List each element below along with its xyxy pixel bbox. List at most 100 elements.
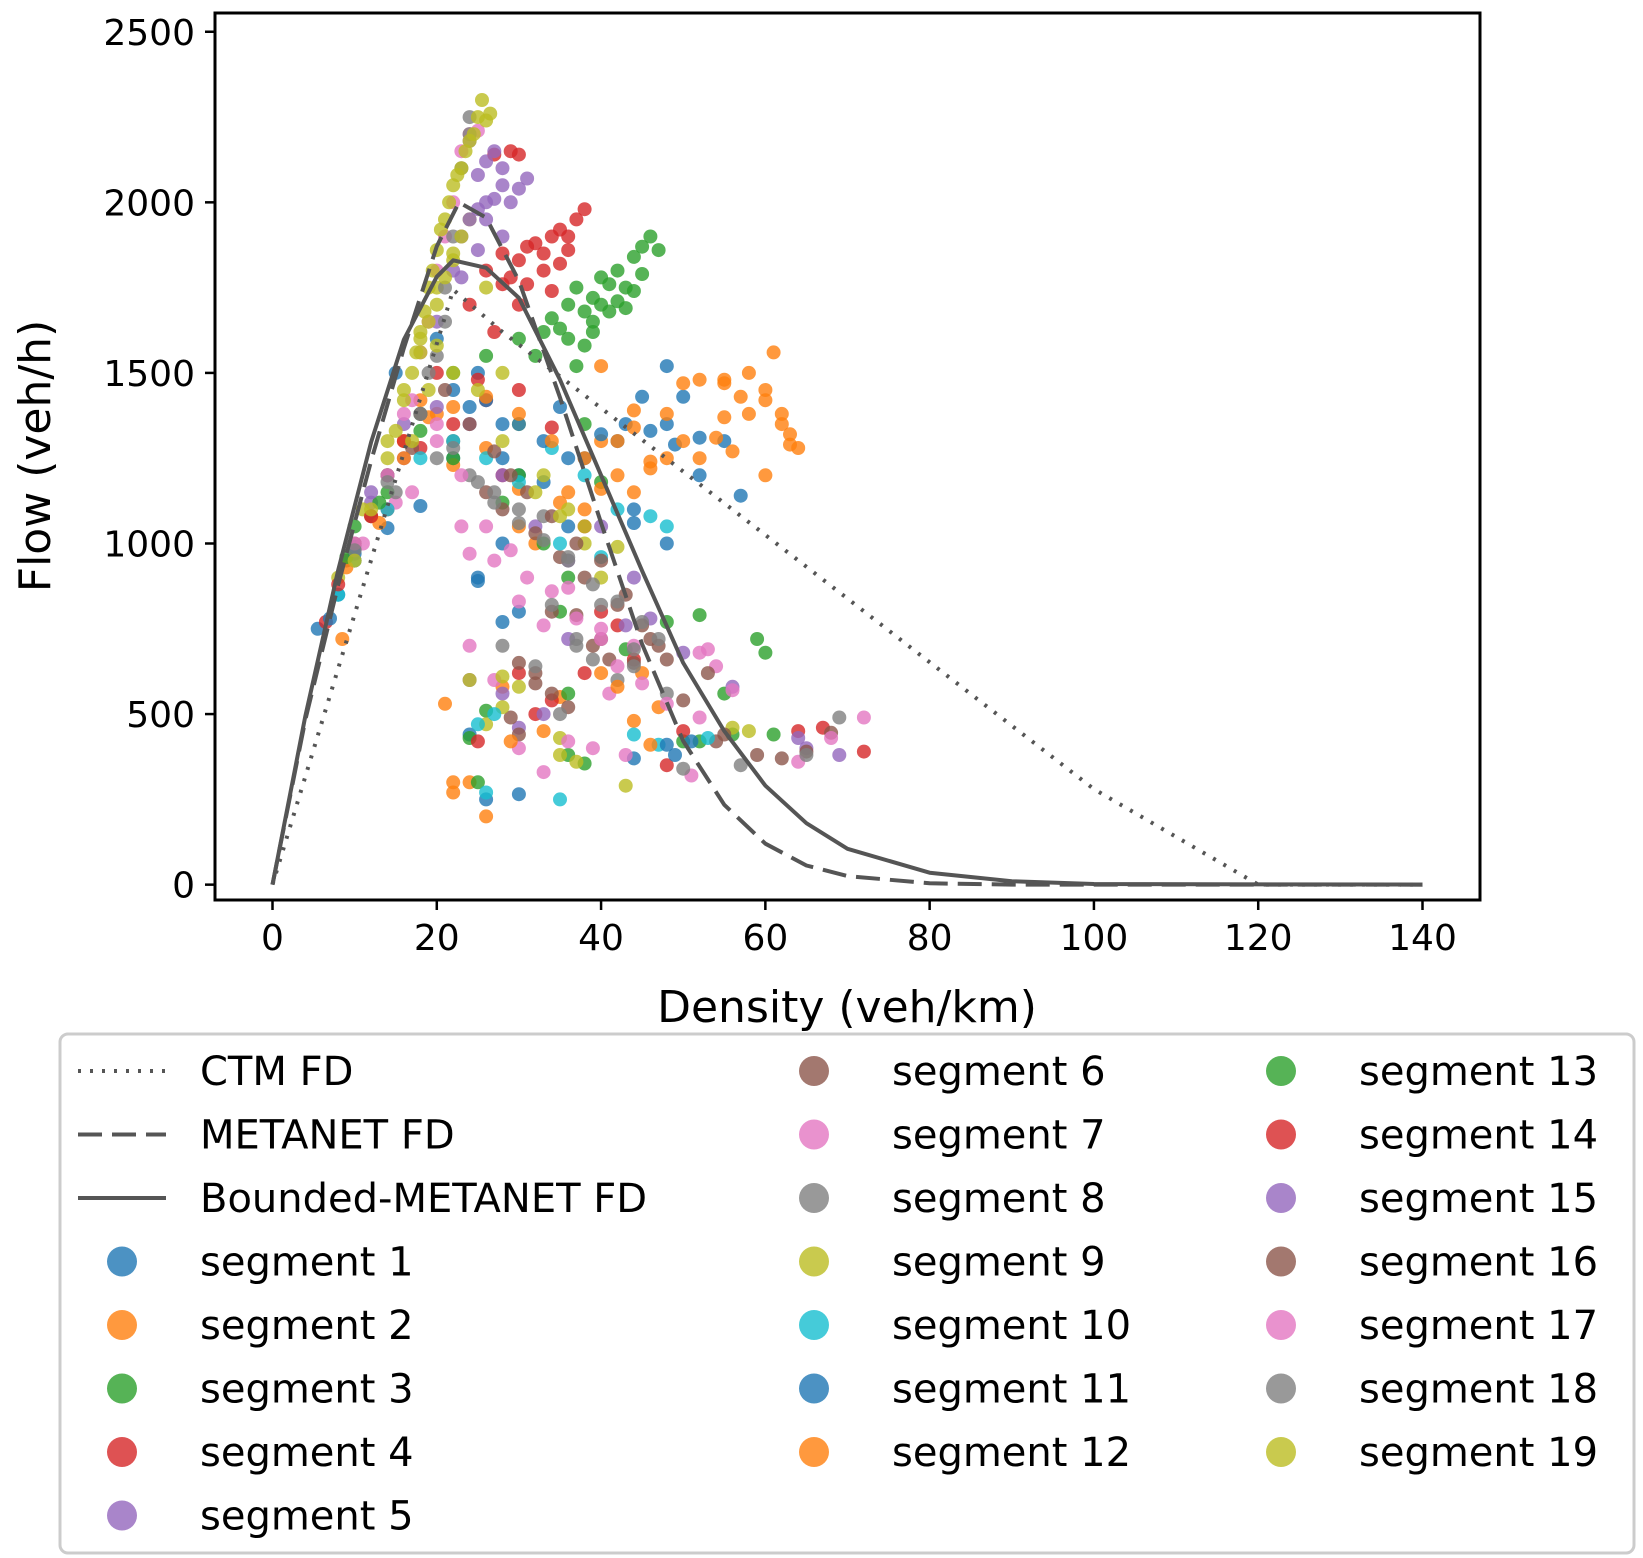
data-point <box>824 731 839 745</box>
data-point <box>561 485 576 500</box>
data-point <box>553 792 567 807</box>
data-point <box>577 468 592 483</box>
data-point <box>791 731 806 745</box>
data-point <box>511 406 526 421</box>
data-point <box>413 406 428 421</box>
data-point <box>561 734 576 749</box>
data-point <box>594 553 609 568</box>
data-point <box>544 284 559 298</box>
data-point <box>561 550 576 565</box>
data-point <box>479 348 494 363</box>
data-point <box>700 731 715 745</box>
data-point <box>503 468 518 483</box>
data-point <box>692 608 707 623</box>
data-point <box>741 406 756 421</box>
data-point <box>528 485 543 500</box>
data-point <box>676 761 691 776</box>
data-point <box>454 161 469 176</box>
data-point <box>585 577 600 592</box>
data-point <box>396 383 411 397</box>
data-point <box>832 710 847 725</box>
data-point <box>643 229 658 244</box>
legend-label: Bounded-METANET FD <box>200 1176 647 1222</box>
data-point <box>635 615 650 629</box>
data-point <box>413 325 428 339</box>
legend-label: segment 6 <box>892 1049 1106 1095</box>
data-point <box>528 676 543 691</box>
data-point <box>626 727 641 742</box>
y-tick-label: 500 <box>126 695 195 736</box>
x-axis: 0 20 40 60 80 100 120 140 <box>261 900 1457 959</box>
data-point <box>446 417 461 432</box>
data-point <box>766 345 781 360</box>
x-tick-label: 120 <box>1224 918 1293 959</box>
data-point <box>475 93 489 107</box>
legend-label: segment 11 <box>892 1367 1131 1413</box>
legend-label: segment 13 <box>1359 1049 1598 1095</box>
data-point <box>676 693 691 708</box>
data-point <box>626 642 641 657</box>
data-point <box>594 597 609 612</box>
data-point <box>388 423 403 438</box>
data-point <box>553 536 567 551</box>
data-point <box>561 570 576 585</box>
data-point <box>643 461 658 476</box>
data-point <box>791 441 806 455</box>
legend-label: segment 15 <box>1359 1176 1598 1222</box>
data-point <box>511 787 526 802</box>
legend-label: METANET FD <box>200 1113 455 1159</box>
data-point <box>725 683 740 698</box>
data-point <box>347 553 362 568</box>
data-point <box>544 597 559 612</box>
legend-label: segment 8 <box>892 1176 1106 1222</box>
data-point <box>503 543 518 558</box>
data-point <box>413 345 428 360</box>
y-tick-label: 2500 <box>103 13 195 54</box>
data-point <box>429 434 444 449</box>
data-point <box>692 710 707 725</box>
legend-dot-swatch <box>107 1373 137 1404</box>
data-point <box>692 372 707 387</box>
data-point <box>635 267 650 281</box>
legend-dot-swatch <box>799 1183 829 1213</box>
data-point <box>470 775 485 790</box>
data-point <box>438 280 452 295</box>
data-point <box>659 536 674 551</box>
data-point <box>479 519 494 534</box>
data-point <box>413 423 428 438</box>
data-point <box>561 331 576 346</box>
legend-label: segment 10 <box>892 1303 1131 1349</box>
data-point <box>659 519 674 534</box>
legend-frame <box>58 1032 1636 1555</box>
legend-label: segment 19 <box>1359 1430 1598 1476</box>
legend-dot-swatch <box>799 1437 829 1467</box>
data-point <box>643 509 658 524</box>
fd-line-3 <box>270 258 1423 887</box>
data-point <box>577 338 592 353</box>
data-point <box>643 737 658 752</box>
data-point <box>495 417 510 432</box>
legend-label: segment 16 <box>1359 1240 1598 1286</box>
data-point <box>561 243 576 258</box>
data-point <box>511 502 526 517</box>
x-tick-label: 20 <box>414 918 460 959</box>
data-point <box>594 427 609 442</box>
data-point <box>536 246 551 261</box>
data-point <box>610 539 625 554</box>
data-point <box>544 420 559 435</box>
data-point <box>594 632 609 646</box>
data-point <box>856 744 871 759</box>
data-point <box>700 642 715 657</box>
data-point <box>676 376 691 391</box>
data-point <box>856 710 871 725</box>
data-point <box>495 178 510 193</box>
fd-line-2 <box>270 200 1423 887</box>
data-point <box>635 389 650 404</box>
data-point <box>651 632 666 646</box>
data-point <box>470 372 485 387</box>
data-point <box>454 229 469 244</box>
data-point <box>758 468 773 483</box>
data-point <box>626 403 641 418</box>
data-point <box>536 533 551 548</box>
